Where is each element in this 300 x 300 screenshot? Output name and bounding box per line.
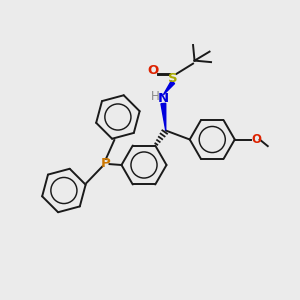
Text: O: O [147, 64, 158, 77]
Text: O: O [252, 133, 262, 146]
Text: S: S [168, 71, 178, 85]
Text: P: P [101, 157, 111, 170]
Polygon shape [163, 81, 175, 95]
Text: H: H [151, 90, 159, 103]
Text: N: N [158, 92, 169, 105]
Polygon shape [161, 103, 166, 130]
